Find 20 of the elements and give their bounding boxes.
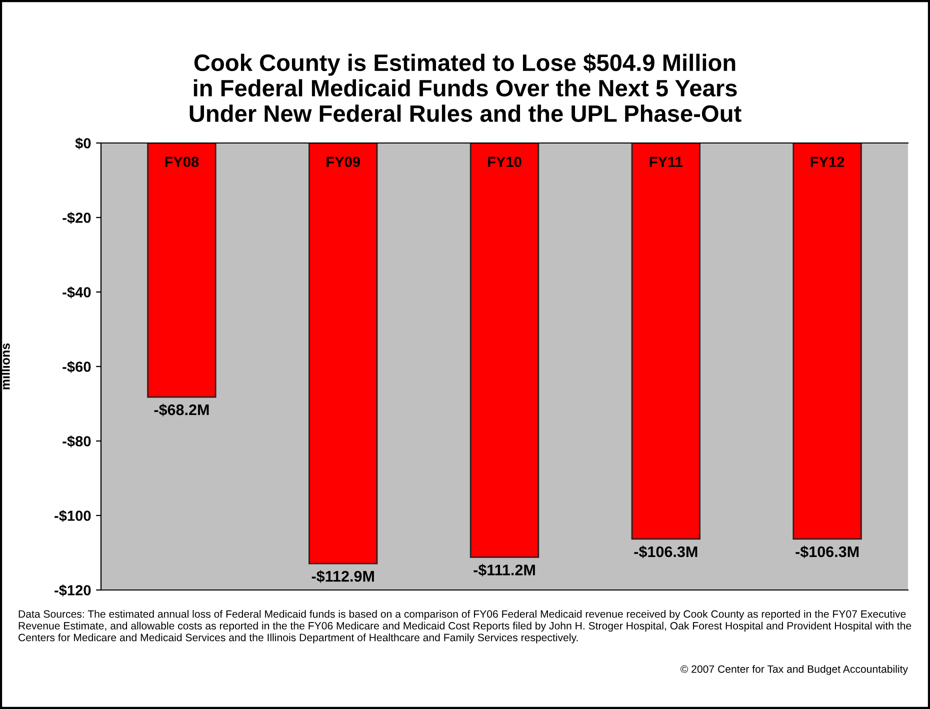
y-tick-label: -$20 xyxy=(62,212,91,224)
y-tick-label: -$80 xyxy=(62,435,91,448)
y-tick-label: -$120 xyxy=(54,584,91,596)
data-label: -$68.2M xyxy=(154,404,209,416)
chart-title: Cook County is Estimated to Lose $504.9 Million in Federal Medicaid Funds Over the Next 5 Years Under New Federal Rules and the UPL Phase-Out xyxy=(190,53,742,122)
text: Data Sources: The estimated annual loss of Federal Medicaid funds is based on a comparison of FY06 Federal Medicaid revenue received by Cook County as reported in the FY07 Executive Revenue Estimate, and allowable costs as reported in the the FY06 Medicare and Medicaid Cost Reports filed by John H. Stroger Hospital, Oak Forest Hospital and Provident Hospital with the Centers for Medicare and Medicaid Services and the Illinois Department of Healthcare and Family Services respectively. xyxy=(18,610,912,644)
x-tick-label: FY09 xyxy=(326,156,360,168)
x-tick-label: FY08 xyxy=(165,156,199,168)
data-label: -$111.2M xyxy=(474,564,535,576)
data-label: -$112.9M xyxy=(312,570,374,583)
data-label: -$106.3M xyxy=(796,546,859,558)
y-tick-label: -$40 xyxy=(62,286,91,298)
y-tick-label: $0 xyxy=(75,137,91,150)
data-label: -$106.3M xyxy=(634,546,698,558)
text: © 2007 Center for Tax and Budget Accountability xyxy=(680,665,908,675)
y-tick-label: -$60 xyxy=(62,360,91,373)
x-tick-label: FY10 xyxy=(488,156,522,168)
y-tick-label: -$100 xyxy=(54,510,91,522)
x-tick-label: FY12 xyxy=(810,156,844,167)
x-tick-label: FY11 xyxy=(650,156,683,167)
